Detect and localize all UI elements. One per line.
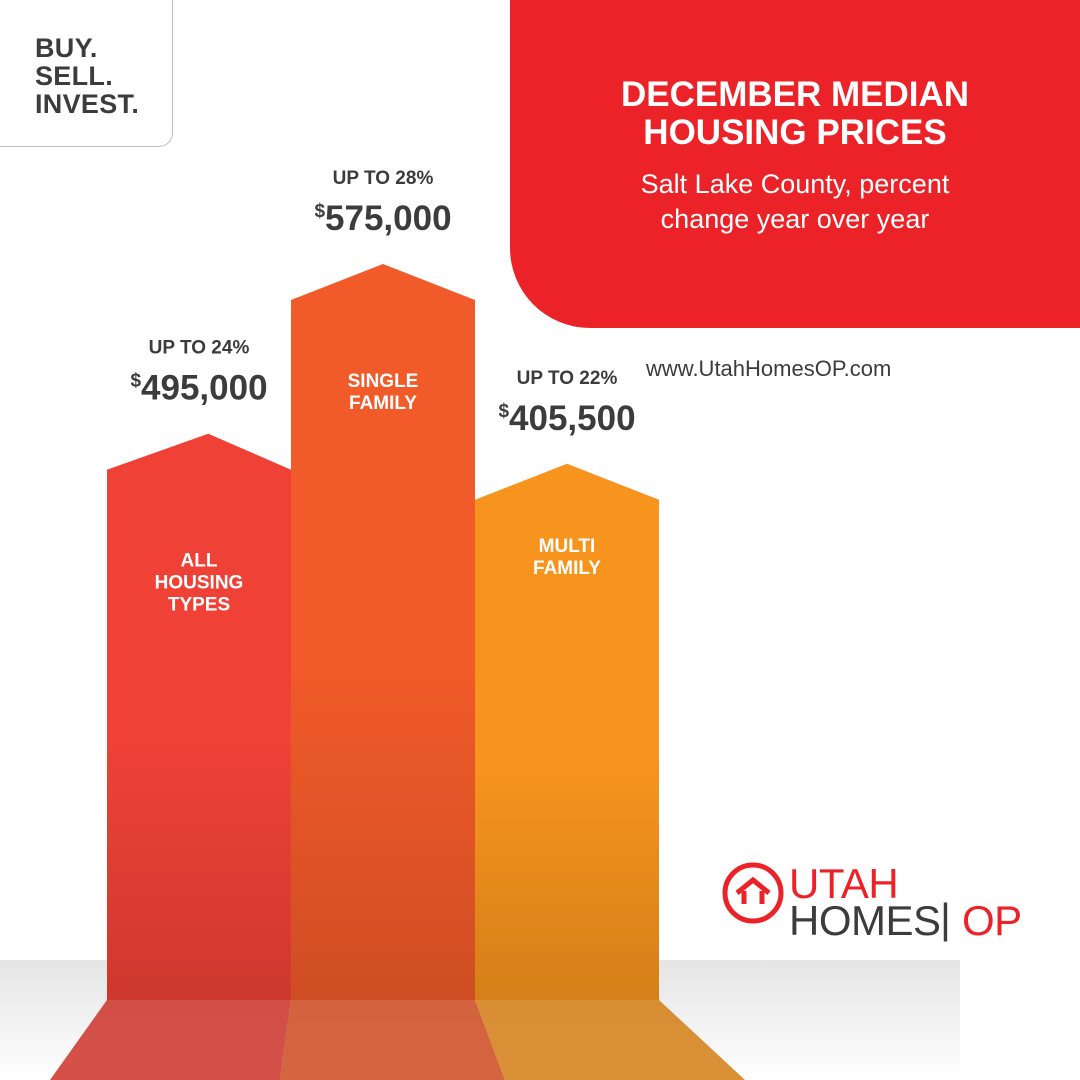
change-label-all-housing: UP TO 24%: [149, 338, 250, 359]
title-panel: DECEMBER MEDIAN HOUSING PRICES Salt Lake…: [510, 0, 1080, 328]
category-label-single-family-line-2: FAMILY: [349, 393, 417, 414]
currency-symbol: $: [314, 201, 325, 222]
floor-reflection-single-family: [280, 1000, 505, 1080]
tagline-buy: BUY.: [35, 33, 98, 63]
value-number: 495,000: [141, 369, 268, 408]
tagline-sell: SELL.: [35, 61, 114, 91]
tagline-box: BUY. SELL. INVEST.: [0, 0, 173, 147]
bar-shade-single-family: [291, 264, 475, 1000]
floor-reflection-multi-family: [475, 1000, 745, 1080]
chart-subtitle-line-1: Salt Lake County, percent: [640, 169, 950, 199]
value-number: 575,000: [325, 199, 452, 238]
chart-title-line-1: DECEMBER MEDIAN: [620, 75, 970, 114]
category-label-multi-family-line-2: FAMILY: [533, 558, 601, 579]
floor-reflection-shade-multi-family: [475, 1000, 745, 1080]
category-label-all-housing-line-1: ALL: [181, 551, 218, 572]
logo-homes: HOMES: [789, 897, 941, 944]
change-label-single-family: UP TO 28%: [333, 168, 434, 189]
floor-reflection-shade-all-housing: [50, 1000, 291, 1080]
bar-shade-all-housing: [107, 433, 291, 1000]
bar-shade-multi-family: [475, 463, 659, 1000]
category-label-multi-family-line-1: MULTI: [539, 536, 596, 557]
currency-symbol: $: [498, 401, 509, 422]
category-label-all-housing-line-2: HOUSING: [155, 573, 244, 594]
value-label-multi-family: $405,500: [498, 399, 635, 438]
currency-symbol: $: [130, 371, 141, 392]
value-label-all-housing: $495,000: [130, 369, 267, 408]
website-link[interactable]: www.UtahHomesOP.com: [646, 356, 892, 381]
logo-op: OP: [962, 897, 1022, 944]
floor-reflection-shade-single-family: [280, 1000, 505, 1080]
house-icon: [722, 862, 784, 924]
chart-title-line-2: HOUSING PRICES: [643, 113, 947, 152]
category-label-single-family-line-1: SINGLE: [348, 371, 419, 392]
tagline-invest: INVEST.: [35, 89, 140, 119]
change-label-multi-family: UP TO 22%: [517, 368, 618, 389]
value-number: 405,500: [509, 399, 636, 438]
logo-utah: UTAH: [789, 860, 899, 907]
chart-subtitle-line-2: change year over year: [660, 204, 930, 234]
category-label-all-housing-line-3: TYPES: [168, 595, 230, 616]
floor-reflection-all-housing: [50, 1000, 291, 1080]
value-label-single-family: $575,000: [314, 199, 451, 238]
logo-separator: |: [940, 895, 951, 942]
